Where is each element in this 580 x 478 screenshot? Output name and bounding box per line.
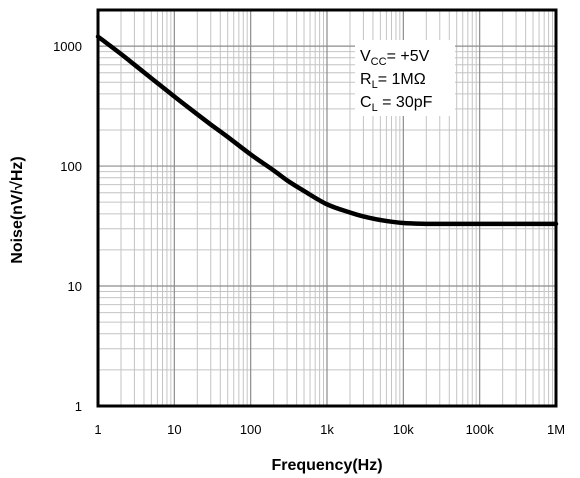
y-tick-label: 100 bbox=[60, 159, 82, 174]
x-tick-label: 100k bbox=[466, 422, 495, 437]
annotation-vcc: VCC= +5V bbox=[360, 48, 430, 68]
y-tick-label: 1000 bbox=[53, 39, 82, 54]
y-tick-labels: 1 10 100 1000 bbox=[53, 39, 82, 414]
annotation-cl: CL = 30pF bbox=[360, 94, 433, 114]
x-tick-label: 100 bbox=[240, 422, 262, 437]
noise-curve bbox=[95, 34, 559, 227]
x-tick-label: 1 bbox=[94, 422, 101, 437]
annotation-rl: RL= 1MΩ bbox=[360, 71, 426, 91]
x-axis-title: Frequency(Hz) bbox=[271, 457, 382, 474]
y-tick-label: 10 bbox=[68, 279, 82, 294]
major-grid bbox=[98, 10, 556, 406]
x-tick-labels: 1 10 100 1k 10k 100k 1M bbox=[94, 422, 565, 437]
x-tick-label: 10 bbox=[167, 422, 181, 437]
x-tick-label: 1k bbox=[320, 422, 334, 437]
plot-frame bbox=[96, 8, 558, 408]
conditions-annotation: VCC= +5V RL= 1MΩ CL = 30pF bbox=[355, 40, 455, 116]
x-tick-label: 1M bbox=[547, 422, 565, 437]
x-tick-label: 10k bbox=[393, 422, 414, 437]
y-axis-title: Noise(nV/√Hz) bbox=[9, 156, 26, 263]
annotation-background bbox=[355, 40, 455, 116]
y-tick-label: 1 bbox=[75, 399, 82, 414]
